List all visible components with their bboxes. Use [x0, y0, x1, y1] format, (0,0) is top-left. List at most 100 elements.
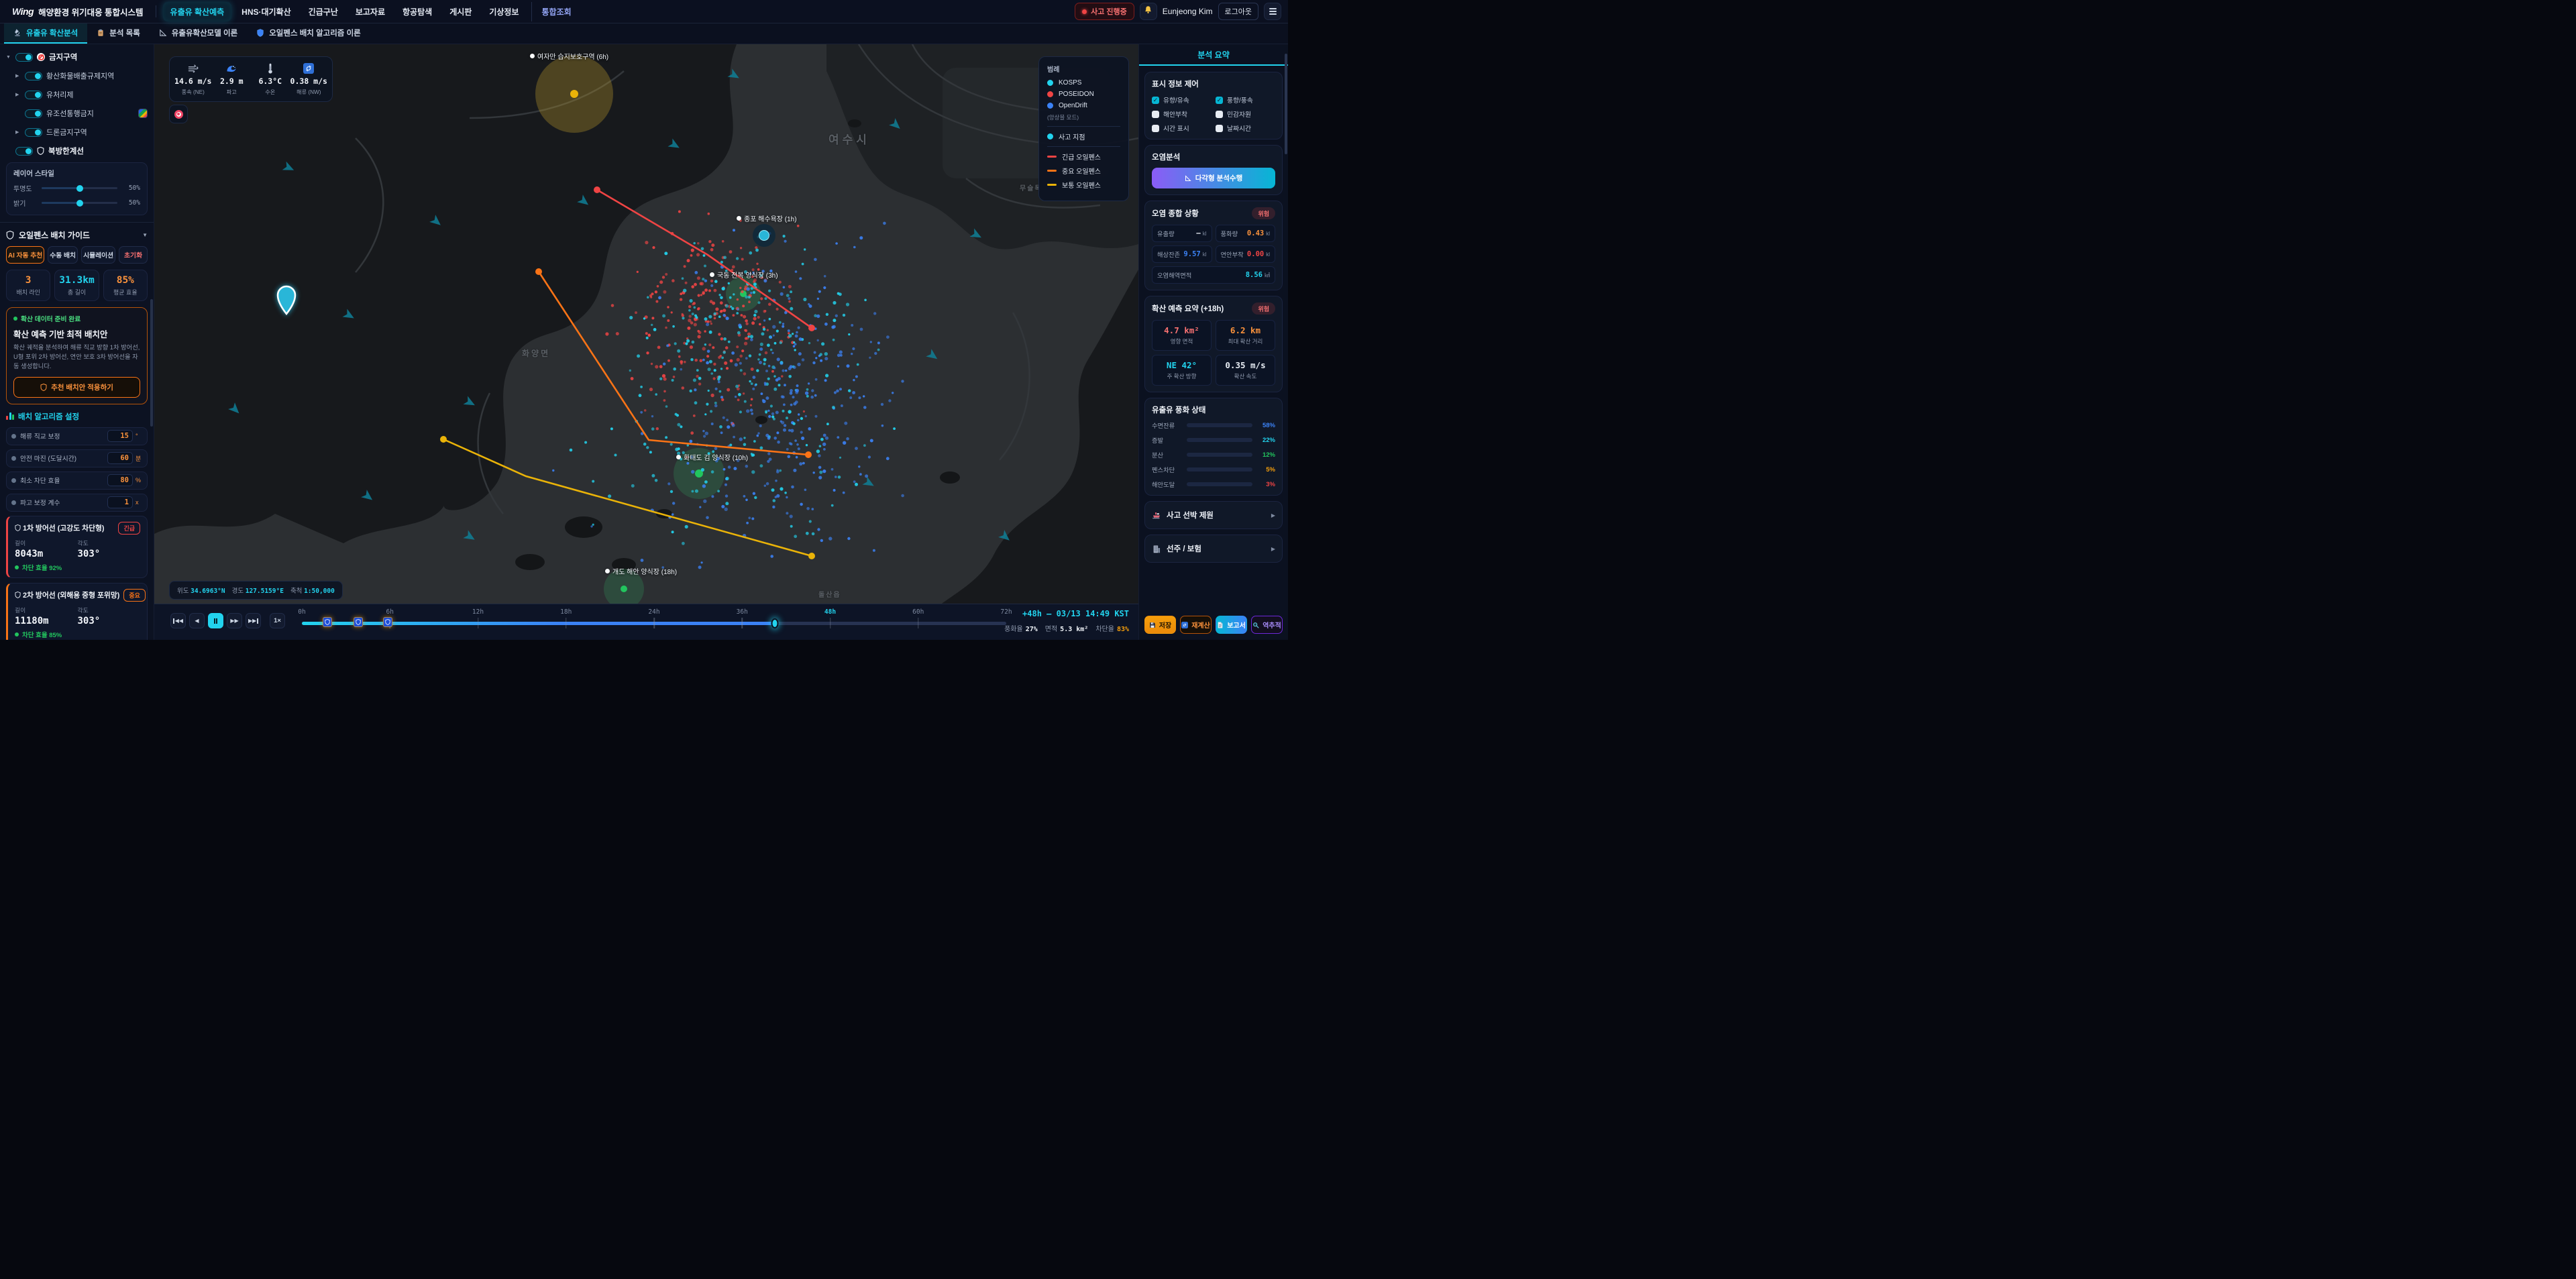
nav-item-긴급구난[interactable]: 긴급구난: [308, 7, 338, 17]
page-scrollbar[interactable]: [1285, 54, 1287, 154]
checkbox-풍향/풍속[interactable]: ✓ 풍향/풍속: [1216, 96, 1253, 105]
checkbox-box[interactable]: [1216, 124, 1223, 132]
layer-style-title: 레이어 스타일: [13, 170, 54, 178]
bell-icon: [1144, 5, 1152, 14]
latitude-value: 34.6963°N: [191, 588, 225, 595]
notifications-button[interactable]: [1139, 3, 1157, 20]
caret-icon[interactable]: ▼: [6, 54, 11, 60]
fence-deploy-marker[interactable]: [354, 617, 363, 627]
checkbox-해안부착[interactable]: 해안부착: [1152, 109, 1212, 119]
slider-knob[interactable]: [76, 199, 83, 207]
menu-button[interactable]: [1264, 3, 1281, 20]
layer-label: 금지구역: [49, 54, 78, 62]
legend-incident-point: 사고 지점: [1047, 131, 1120, 142]
skip-end-button[interactable]: ▶▶: [246, 613, 261, 628]
legend-fence-중요 오일펜스: 중요 오일펜스: [1047, 166, 1120, 176]
action-보고서[interactable]: 보고서: [1216, 616, 1247, 634]
checkbox-box[interactable]: ✓: [1152, 96, 1159, 104]
layer-toggle[interactable]: [25, 71, 42, 80]
apply-recommendation-button[interactable]: 추천 배치안 적용하기: [13, 376, 140, 398]
chart-icon: [6, 412, 14, 421]
timeline-playhead[interactable]: [771, 618, 779, 628]
section-사고 선박 제원[interactable]: 사고 선박 제원 ▶: [1144, 501, 1283, 529]
nav-item-통합조회[interactable]: 통합조회: [531, 1, 578, 21]
mode-button-시뮬레이션[interactable]: 시뮬레이션: [81, 246, 116, 264]
tab-label: 유출유 확산분석: [26, 30, 78, 38]
tab-유출유확산모델 이론[interactable]: 유출유확산모델 이론: [150, 23, 247, 44]
weather-label: 풍속 (NE): [181, 89, 205, 95]
weather-해류 (NW): 0.38 m/s 해류 (NW): [290, 63, 329, 96]
section-선주 / 보험[interactable]: 선주 / 보험 ▶: [1144, 535, 1283, 563]
layer-swatch-button[interactable]: [138, 109, 148, 118]
analysis-panel: 분석 요약 표시 정보 제어 ✓ 유향/유속 ✓ 풍향/풍속 해안부착 민감자원 시간 표시…: [1138, 44, 1288, 640]
speed-button[interactable]: 1×: [270, 613, 285, 628]
timeline-stat-차단율: 차단율 83%: [1095, 626, 1129, 633]
layer-toggle[interactable]: [15, 52, 33, 62]
mode-button-AI 자동 추천[interactable]: AI 자동 추천: [6, 246, 45, 264]
nav-item-유출유 확산예측[interactable]: 유출유 확산예측: [162, 1, 232, 21]
legend-line-icon: [1047, 156, 1057, 158]
polygon-analysis-button[interactable]: 다각형 분석수행: [1152, 168, 1275, 188]
slider-track[interactable]: [42, 184, 117, 192]
layer-toggle[interactable]: [15, 146, 33, 156]
locate-incident-button[interactable]: [169, 105, 188, 123]
nav-item-HNS·대기확산[interactable]: HNS·대기확산: [241, 7, 291, 17]
logout-button[interactable]: 로그아웃: [1218, 3, 1258, 20]
layer-toggle[interactable]: [25, 90, 42, 99]
sidebar-divider: [0, 222, 154, 223]
caret-icon[interactable]: ▶: [15, 93, 19, 97]
setting-dot-icon: [11, 478, 16, 483]
setting-input[interactable]: 60: [107, 452, 133, 465]
checkbox-box[interactable]: ✓: [1216, 96, 1223, 104]
map-canvas[interactable]: 여수시 화양면 무슬목 돌산읍 여자만 습지보호구역 (6h) 종포 해수욕장 (1h)…: [154, 44, 1138, 640]
slider-track[interactable]: [42, 199, 117, 207]
risk-badge: 위험: [1252, 207, 1275, 219]
pause-button[interactable]: [208, 613, 223, 628]
caret-icon[interactable]: ▶: [15, 130, 19, 135]
nav-item-게시판[interactable]: 게시판: [449, 7, 472, 17]
fast-forward-button[interactable]: ▶▶: [227, 613, 242, 628]
caret-icon[interactable]: ▶: [15, 74, 19, 78]
sidebar-scrollbar[interactable]: [150, 299, 153, 427]
nav-item-보고자료[interactable]: 보고자료: [355, 7, 386, 17]
checkbox-시간 표시[interactable]: 시간 표시: [1152, 123, 1212, 133]
setting-input[interactable]: 15: [107, 430, 133, 443]
nav-item-항공탐색[interactable]: 항공탐색: [402, 7, 433, 17]
tab-분석 목록[interactable]: 분석 목록: [87, 23, 150, 44]
incident-status-label: 사고 진행중: [1091, 8, 1127, 16]
setting-label: 최소 차단 효율: [20, 478, 60, 486]
checkbox-box[interactable]: [1216, 110, 1223, 118]
setting-안전 마진 (도달시간): 안전 마진 (도달시간) 60 분: [6, 449, 148, 467]
mode-button-초기화[interactable]: 초기화: [119, 246, 148, 264]
action-역추적[interactable]: 역추적: [1251, 616, 1283, 634]
panel-header-tab[interactable]: 분석 요약: [1139, 44, 1288, 66]
checkbox-민감자원[interactable]: 민감자원: [1216, 109, 1275, 119]
mode-button-수동 배치[interactable]: 수동 배치: [48, 246, 78, 264]
ruler-icon: [1185, 174, 1191, 182]
collapse-caret-icon[interactable]: ▼: [142, 232, 148, 238]
action-재계산[interactable]: 재계산: [1180, 616, 1212, 634]
building-icon: [1152, 545, 1161, 553]
setting-input[interactable]: 1: [107, 496, 133, 509]
checkbox-날짜시간[interactable]: 날짜시간: [1216, 123, 1275, 133]
checkbox-유향/유속[interactable]: ✓ 유향/유속: [1152, 96, 1189, 105]
setting-input[interactable]: 80: [107, 474, 133, 487]
checkbox-box[interactable]: [1152, 124, 1159, 132]
fence-deploy-marker[interactable]: [383, 617, 392, 627]
fence-deploy-marker[interactable]: [323, 617, 332, 627]
tab-유출유 확산분석[interactable]: 유출유 확산분석: [4, 23, 88, 44]
layer-toggle[interactable]: [25, 109, 42, 118]
weathering-증발: 증발 22%: [1152, 436, 1275, 445]
action-저장[interactable]: 저장: [1144, 616, 1176, 634]
layer-toggle[interactable]: [25, 127, 42, 137]
step-back-button[interactable]: ◀: [189, 613, 205, 628]
hamburger-icon: [1269, 7, 1277, 15]
checkbox-box[interactable]: [1152, 110, 1159, 118]
legend-model-POSEIDON: POSEIDON: [1047, 91, 1120, 98]
skip-start-button[interactable]: ◀◀: [170, 613, 186, 628]
slider-knob[interactable]: [76, 184, 83, 192]
weather-파고: 2.9 m 파고: [213, 63, 252, 96]
slider-투명도: 투명도 50%: [13, 183, 140, 193]
tab-오일펜스 배치 알고리즘 이론[interactable]: 오일펜스 배치 알고리즘 이론: [247, 23, 370, 44]
nav-item-기상정보[interactable]: 기상정보: [489, 7, 519, 17]
